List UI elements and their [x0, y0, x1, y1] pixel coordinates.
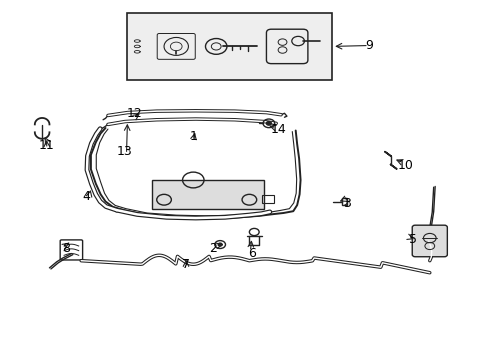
Text: 11: 11: [39, 139, 55, 152]
Text: 8: 8: [62, 242, 70, 255]
Text: 12: 12: [127, 107, 142, 120]
Text: 14: 14: [270, 123, 286, 136]
Text: 10: 10: [397, 159, 412, 172]
Text: 5: 5: [408, 233, 416, 246]
Text: 13: 13: [117, 145, 133, 158]
Text: 1: 1: [189, 130, 197, 144]
Bar: [341, 198, 346, 205]
Circle shape: [266, 122, 271, 125]
Text: 6: 6: [247, 247, 255, 260]
Bar: [261, 195, 273, 203]
Text: 4: 4: [82, 190, 90, 203]
Text: 2: 2: [208, 242, 216, 255]
FancyBboxPatch shape: [411, 225, 447, 257]
Text: 3: 3: [342, 197, 350, 210]
Bar: [152, 180, 264, 209]
Circle shape: [218, 243, 222, 246]
Text: 9: 9: [364, 39, 372, 52]
Text: 7: 7: [182, 258, 190, 271]
Bar: [127, 13, 331, 80]
